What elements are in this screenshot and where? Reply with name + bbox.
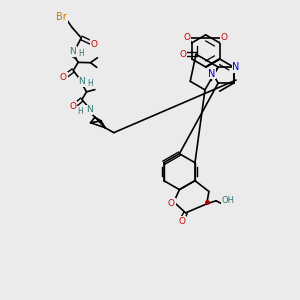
Text: N: N [208, 68, 216, 79]
Text: O: O [178, 217, 185, 226]
Text: O: O [69, 102, 76, 111]
Text: N: N [86, 105, 93, 114]
Text: O: O [168, 199, 175, 208]
Text: O: O [60, 73, 67, 82]
Text: H: H [88, 79, 93, 88]
Text: N: N [69, 47, 76, 56]
Text: Br: Br [56, 12, 67, 22]
Text: OH: OH [222, 196, 235, 205]
Text: O: O [221, 33, 228, 42]
Text: N: N [79, 77, 85, 86]
Text: H: H [78, 49, 84, 58]
Text: O: O [184, 33, 190, 42]
Text: H: H [78, 107, 83, 116]
Text: N: N [232, 62, 240, 72]
Text: O: O [179, 50, 187, 59]
Text: O: O [91, 40, 98, 49]
